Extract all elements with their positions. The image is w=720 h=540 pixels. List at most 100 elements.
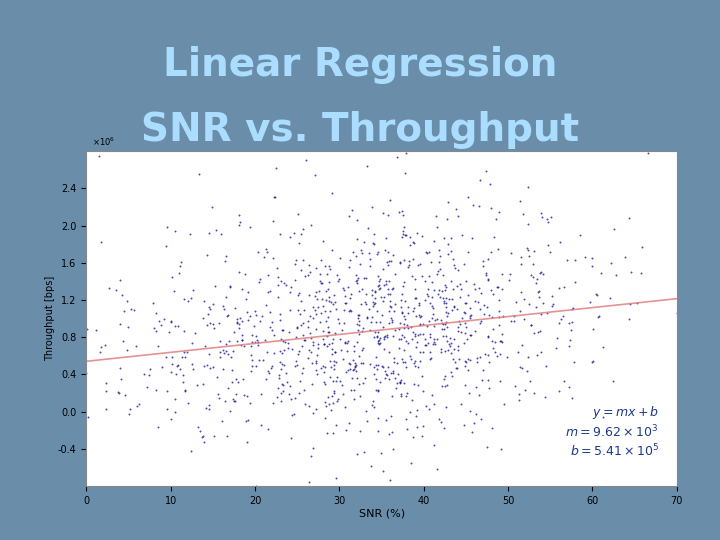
Point — [361, 313, 373, 321]
Point — [192, 380, 203, 389]
Point — [460, 276, 472, 285]
Point — [233, 211, 245, 220]
Point — [608, 376, 619, 385]
Point — [438, 325, 450, 334]
Point — [284, 288, 295, 297]
Point — [366, 301, 378, 310]
Point — [389, 354, 400, 362]
Point — [298, 306, 310, 314]
Point — [246, 330, 258, 339]
Point — [401, 321, 413, 329]
Point — [321, 429, 333, 438]
Point — [156, 363, 168, 372]
Point — [439, 372, 451, 381]
Point — [316, 294, 328, 303]
Point — [201, 251, 212, 260]
Point — [233, 320, 245, 329]
Point — [400, 357, 411, 366]
Point — [222, 384, 234, 393]
Point — [413, 301, 425, 309]
Point — [466, 428, 477, 436]
Point — [274, 374, 285, 383]
Point — [474, 305, 486, 313]
Point — [166, 368, 177, 376]
Point — [328, 364, 340, 373]
Point — [348, 364, 360, 373]
Point — [438, 319, 449, 328]
Point — [636, 242, 648, 251]
Point — [375, 293, 387, 302]
Point — [433, 258, 444, 266]
Point — [185, 447, 197, 456]
Point — [350, 361, 361, 369]
Point — [383, 347, 395, 356]
Point — [315, 309, 327, 318]
Point — [302, 316, 313, 325]
Point — [240, 417, 252, 426]
Point — [438, 320, 450, 329]
Point — [297, 368, 308, 377]
Text: SNR vs. Throughput: SNR vs. Throughput — [141, 111, 579, 148]
Point — [489, 348, 500, 357]
Point — [351, 234, 363, 243]
Point — [303, 402, 315, 410]
Point — [493, 208, 505, 217]
Point — [161, 386, 173, 395]
Point — [593, 313, 604, 321]
Point — [469, 326, 481, 335]
Point — [318, 362, 329, 370]
Point — [440, 303, 451, 312]
Point — [274, 316, 286, 325]
Point — [314, 269, 325, 278]
Point — [606, 259, 617, 267]
Point — [631, 299, 643, 307]
Point — [458, 307, 469, 316]
Point — [381, 333, 392, 341]
Point — [203, 302, 215, 311]
Point — [296, 341, 307, 350]
Point — [295, 265, 307, 274]
Point — [588, 325, 599, 333]
Point — [325, 406, 336, 414]
Point — [364, 359, 376, 368]
Point — [311, 369, 323, 378]
Point — [251, 361, 262, 370]
Point — [207, 363, 219, 372]
Point — [343, 262, 355, 271]
Point — [330, 357, 342, 366]
Point — [346, 386, 357, 394]
Point — [339, 338, 351, 346]
Point — [454, 354, 465, 363]
Point — [558, 376, 570, 385]
Point — [478, 300, 490, 309]
Point — [541, 308, 553, 317]
Point — [369, 298, 381, 307]
Point — [462, 354, 474, 363]
Point — [339, 292, 351, 300]
Point — [339, 299, 351, 308]
Point — [222, 310, 233, 319]
Point — [253, 355, 265, 364]
Point — [293, 289, 305, 298]
Point — [174, 269, 185, 278]
Point — [397, 278, 409, 286]
Point — [493, 313, 505, 321]
Point — [536, 309, 547, 318]
Point — [134, 399, 145, 408]
Point — [284, 382, 295, 390]
Point — [404, 408, 415, 416]
Point — [287, 410, 298, 419]
Point — [382, 258, 393, 267]
Point — [240, 295, 251, 303]
Point — [387, 318, 398, 327]
Point — [236, 285, 248, 294]
Point — [459, 309, 471, 318]
Point — [642, 148, 654, 157]
Point — [112, 387, 124, 396]
Point — [152, 423, 163, 431]
Point — [225, 283, 236, 292]
Point — [169, 322, 181, 330]
Point — [426, 302, 438, 310]
Point — [411, 406, 423, 414]
Point — [242, 288, 253, 296]
